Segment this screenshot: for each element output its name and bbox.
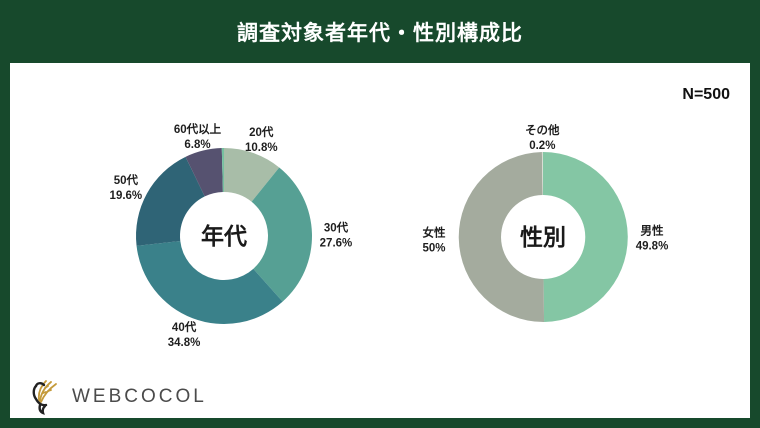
sample-size-label: N=500 bbox=[682, 86, 730, 103]
slice-label-20代: 20代 10.8% bbox=[245, 125, 278, 154]
logo-text: WEBCOCOL bbox=[72, 386, 207, 407]
pie-slice-その他 bbox=[541, 152, 543, 195]
title-bar: 調査対象者年代・性別構成比 bbox=[0, 0, 760, 63]
slice-label-女性: 女性 50% bbox=[422, 225, 446, 254]
pie-slice-40代 bbox=[136, 240, 283, 324]
pie-slice-20代 bbox=[224, 148, 280, 202]
page-title: 調査対象者年代・性別構成比 bbox=[237, 21, 523, 45]
chart-center-label: 性別 bbox=[520, 224, 566, 250]
chart-area: N=500 20代 10.8% 30代 27.6% 40代 34.8% 50代 19.6% 60… bbox=[10, 63, 750, 418]
pie-slice-30代 bbox=[251, 167, 312, 302]
pie-slice-remainder bbox=[221, 148, 224, 193]
slice-label-50代: 50代 19.6% bbox=[110, 173, 143, 202]
logo: WEBCOCOL bbox=[24, 378, 207, 416]
pie-slice-60代以上 bbox=[185, 148, 223, 197]
slice-label-40代: 40代 34.8% bbox=[168, 320, 201, 349]
donut-charts: 20代 10.8% 30代 27.6% 40代 34.8% 50代 19.6% 60代以上 6.8… bbox=[110, 122, 669, 349]
webcocol-bird-icon bbox=[32, 380, 57, 415]
slice-label-その他: その他 0.2% bbox=[525, 123, 560, 152]
pie-slice-50代 bbox=[135, 156, 205, 246]
chart-center-label: 年代 bbox=[201, 223, 247, 249]
slice-label-60代以上: 60代以上 6.8% bbox=[174, 122, 222, 151]
pie-slice-女性 bbox=[458, 152, 545, 322]
pie-slice-男性 bbox=[543, 152, 628, 322]
slice-label-男性: 男性 49.8% bbox=[636, 223, 669, 252]
slice-label-30代: 30代 27.6% bbox=[320, 220, 353, 249]
